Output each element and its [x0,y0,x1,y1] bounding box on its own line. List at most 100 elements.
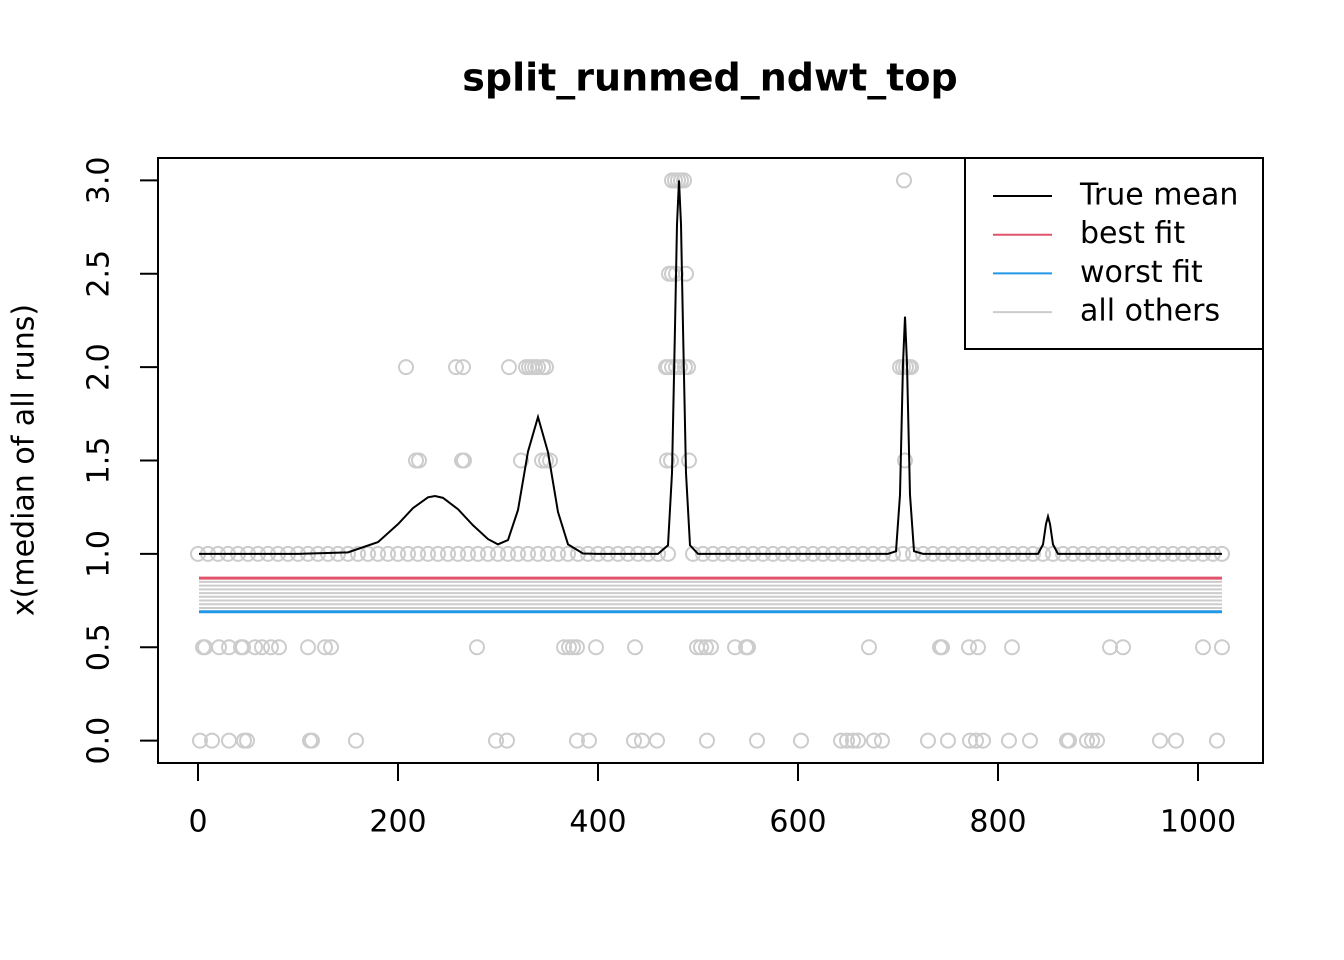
point [896,172,912,189]
x-tick-label: 600 [769,805,826,840]
point [530,359,546,376]
point [833,732,849,749]
point [370,545,386,562]
point [530,545,546,562]
point [845,732,861,749]
y-axis-title: x(median of all runs) [7,304,42,616]
point [221,732,237,749]
point [510,545,526,562]
y-tick-label: 0.5 [82,623,117,671]
point [499,732,515,749]
point [480,545,496,562]
point [235,639,251,656]
point [861,639,877,656]
point [360,545,376,562]
y-tick-label: 2.5 [82,250,117,298]
point [1195,639,1211,656]
point [975,732,991,749]
point [793,732,809,749]
point [581,732,597,749]
point [560,545,576,562]
point [703,639,719,656]
point [323,639,339,656]
legend-box [964,157,1264,350]
point [456,452,472,469]
point [693,639,709,656]
point [1004,639,1020,656]
point [649,732,665,749]
point [520,545,536,562]
legend-label: True mean [1079,178,1238,213]
point [317,639,333,656]
point [895,545,911,562]
point [300,639,316,656]
point [659,452,675,469]
point [390,545,406,562]
point [538,452,554,469]
point [488,732,504,749]
point [1102,639,1118,656]
x-tick-label: 400 [569,805,626,840]
point [968,732,984,749]
y-tick-label: 3.0 [82,157,117,205]
x-tick-label: 0 [188,805,207,840]
legend-label: best fit [1080,216,1185,251]
point [263,639,279,656]
point [420,545,436,562]
point [430,545,446,562]
point [1214,639,1230,656]
point [1115,639,1131,656]
point [490,545,506,562]
point [1084,732,1100,749]
point [740,639,756,656]
point [569,732,585,749]
point [1152,732,1168,749]
point [247,639,263,656]
point [204,732,220,749]
point [538,359,554,376]
series-line [199,180,1222,555]
point [450,545,466,562]
point [866,732,882,749]
point [304,732,320,749]
point [411,452,427,469]
point [940,732,956,749]
point [920,732,936,749]
y-tick-label: 0.0 [82,717,117,765]
point [192,732,208,749]
point [680,359,696,376]
point [350,545,366,562]
point [501,359,517,376]
point [540,545,556,562]
point [254,639,270,656]
point [1209,732,1225,749]
legend-label: all others [1080,294,1220,329]
point [460,545,476,562]
point [660,545,676,562]
point [271,639,287,656]
x-tick-label: 1000 [1160,805,1236,840]
y-tick-label: 1.5 [82,437,117,485]
point [380,545,396,562]
point [561,639,577,656]
point [626,732,642,749]
point [448,359,464,376]
point [678,265,694,282]
y-tick-label: 2.0 [82,343,117,391]
point [1079,732,1095,749]
point [961,639,977,656]
point [550,545,566,562]
point [455,359,471,376]
x-tick-label: 800 [969,805,1026,840]
point [1001,732,1017,749]
point [1022,732,1038,749]
point [470,545,486,562]
point [874,732,890,749]
point [627,639,643,656]
point [903,359,919,376]
point [400,545,416,562]
point [410,545,426,562]
point [839,732,855,749]
point [681,452,697,469]
